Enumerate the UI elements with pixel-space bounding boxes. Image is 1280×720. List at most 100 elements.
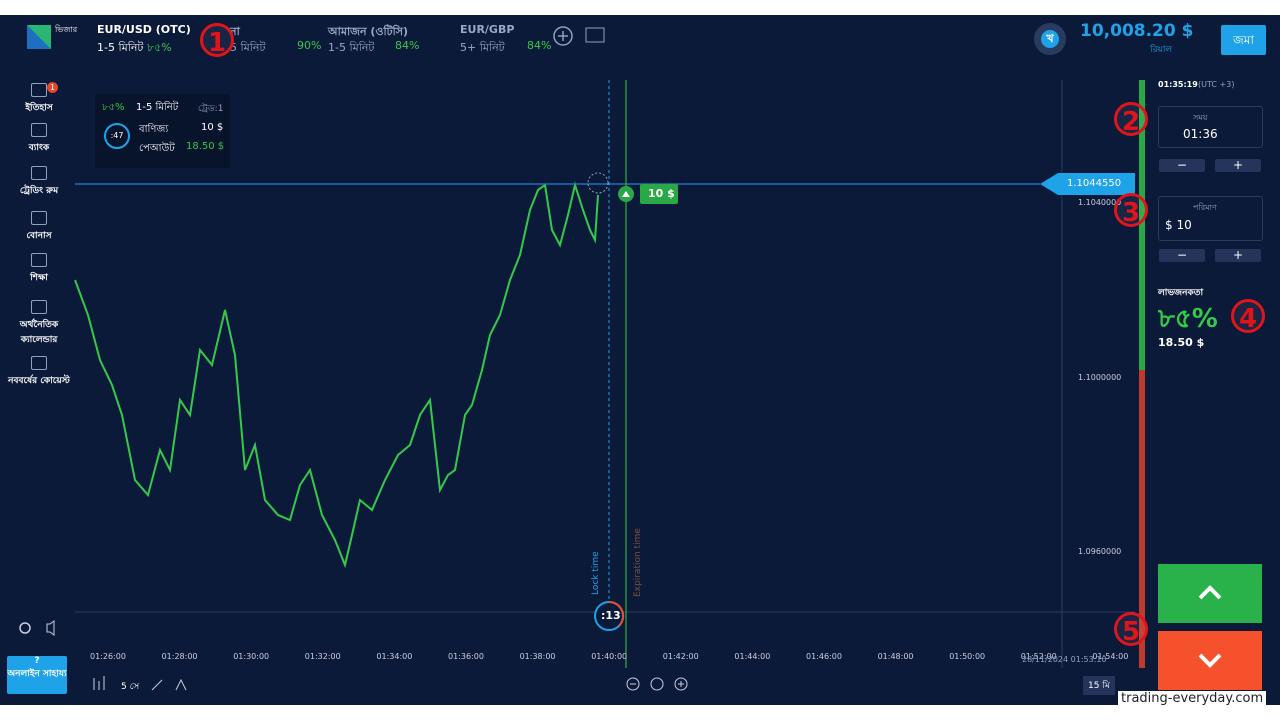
sidebar-icon[interactable] [31,211,47,225]
settings-icons[interactable] [17,619,63,637]
price-path [74,181,599,569]
deposit-button[interactable]: জমা [1221,25,1266,55]
bet-tag: 10 $ [648,187,675,200]
lock-label: Lock time [591,551,601,595]
time-plus[interactable]: + [1215,159,1261,172]
current-price: 1.1044550 [1067,178,1122,189]
trade-card[interactable]: ৮৫% 1-5 মিনিট ট্রেড:1 :47 বাণিজ্য 10 $ প… [95,94,230,168]
up-icon [1198,585,1222,600]
price-tick-label: 1.0960000 [1078,547,1122,556]
sidebar-item[interactable]: নববর্ষের কোয়েস্ট [8,376,70,386]
card-invest-label: বাণিজ্য [139,124,169,135]
time-tick-label: 01:52:00 [1020,652,1057,661]
time-tick-label: 01:40:00 [591,652,628,661]
current-price-tag [1040,173,1135,195]
asset-name: EUR/GBP [460,23,515,36]
time-tick-label: 01:30:00 [233,652,270,661]
history-badge: 1 [47,82,58,93]
asset-tab[interactable]: আমাজন (ওটিসি) 1-5 মিনিট 84% [328,21,438,57]
sidebar-icon[interactable] [31,166,47,180]
time-tick-label: 01:46:00 [806,652,842,661]
card-time: 1-5 মিনিট [136,102,179,113]
amount-label: পরিমাণ [1193,203,1217,212]
asset-time: 1-5 মিনিট [97,41,144,54]
app: ভিজার EUR/USD (OTC) 1-5 মিনিট ৮৫% না 5 মিনিট… [0,15,1280,705]
time-tick-label: 01:44:00 [734,652,771,661]
sidebar-icon[interactable] [31,300,47,314]
sidebar-item[interactable]: ট্রেডিং রুম [19,186,59,196]
time-tick-label: 01:36:00 [448,652,484,661]
card-trades: ট্রেড:1 [198,104,224,114]
annotation: 5 [1114,612,1148,647]
candle-period[interactable]: 5 সে [121,682,140,692]
time-input[interactable]: সময় 01:36 [1158,106,1263,148]
bet-tag-bg [640,184,678,204]
timestamp: 28/11/2024 01:53:10 [1022,655,1107,664]
annotation: 3 [1114,193,1148,228]
annotation: 1 [200,23,234,58]
asset-time: 5+ মিনিট [460,41,505,54]
amount-minus[interactable]: − [1159,249,1205,262]
balance[interactable]: 10,008.20 $ [1080,21,1194,41]
sidebar-icon[interactable] [31,123,47,137]
sidebar-item[interactable]: অর্থনৈতিক ক্যালেন্ডার [19,320,59,345]
sentiment-down [1139,370,1145,668]
sidebar-item[interactable]: ব্যাংক [28,143,50,153]
asset-tab[interactable]: EUR/USD (OTC) 1-5 মিনিট ৮৫% [97,21,207,57]
countdown: :13 [601,609,621,622]
asset-payout: 84% [395,39,420,52]
time-tick-label: 01:48:00 [877,652,914,661]
time-minus[interactable]: − [1159,159,1205,172]
sentiment-up [1139,80,1145,370]
card-payout: ৮৫% [102,102,125,113]
card-timer: :47 [104,123,130,149]
amount-input[interactable]: পরিমাণ $ 10 [1158,196,1263,241]
price-tick-label: 1.1040000 [1078,198,1122,207]
sidebar-icon[interactable] [31,253,47,267]
annotation: 2 [1114,102,1148,137]
sidebar-icon[interactable] [31,356,47,370]
time-tick-label: 01:34:00 [376,652,413,661]
logo[interactable] [27,25,51,49]
card-invest: 10 $ [201,122,224,133]
sidebar-item[interactable]: বোনাস [26,231,52,241]
asset-name: না [230,25,240,38]
asset-tab[interactable]: EUR/GBP 5+ মিনিট 84% [460,21,570,57]
header-icons[interactable] [552,25,612,47]
profit-percent: ৮৫% [1158,304,1218,334]
asset-payout: 90% [297,39,322,52]
time-tick-label: 01:42:00 [662,652,699,661]
zoom-level[interactable]: 15 মি [1083,676,1115,695]
annotation: 4 [1231,299,1265,334]
time-tick-label: 01:26:00 [90,652,126,661]
account-type[interactable]: রিয়াল [1150,45,1173,55]
help-button[interactable]: ? অনলাইন সাহায্য [7,656,67,694]
call-button[interactable] [1158,564,1262,623]
put-button[interactable] [1158,631,1262,690]
toolbar-icons[interactable] [93,676,187,691]
profit-value: 18.50 $ [1158,336,1205,349]
amount-plus[interactable]: + [1215,249,1261,262]
bet-arrow [622,191,630,197]
sidebar-icon[interactable] [31,83,47,97]
avatar: খ [1041,30,1059,48]
time-tick-label: 01:32:00 [304,652,341,661]
time-tick-label: 01:28:00 [161,652,198,661]
time-tick-label: 01:54:00 [1092,652,1129,661]
sidebar-item[interactable]: ইতিহাস [25,103,53,113]
asset-name: EUR/USD (OTC) [97,23,191,36]
chart [74,80,1145,691]
zoom-icons[interactable] [626,677,688,691]
watermark: trading-everyday.com [1118,691,1267,706]
sidebar-item[interactable]: শিক্ষা [30,273,48,283]
asset-tab[interactable]: না 5 মিনিট 90% [230,21,340,57]
help-text: অনলাইন সাহায্য [7,669,67,679]
price-tick-label: 1.1000000 [1078,373,1122,382]
down-icon [1198,653,1222,668]
asset-name: আমাজন (ওটিসি) [328,25,409,38]
avatar-ring[interactable]: খ [1034,23,1066,55]
asset-payout: ৮৫% [147,41,172,54]
time-tick-label: 01:50:00 [949,652,986,661]
card-payout-label: পেআউট [139,143,175,154]
